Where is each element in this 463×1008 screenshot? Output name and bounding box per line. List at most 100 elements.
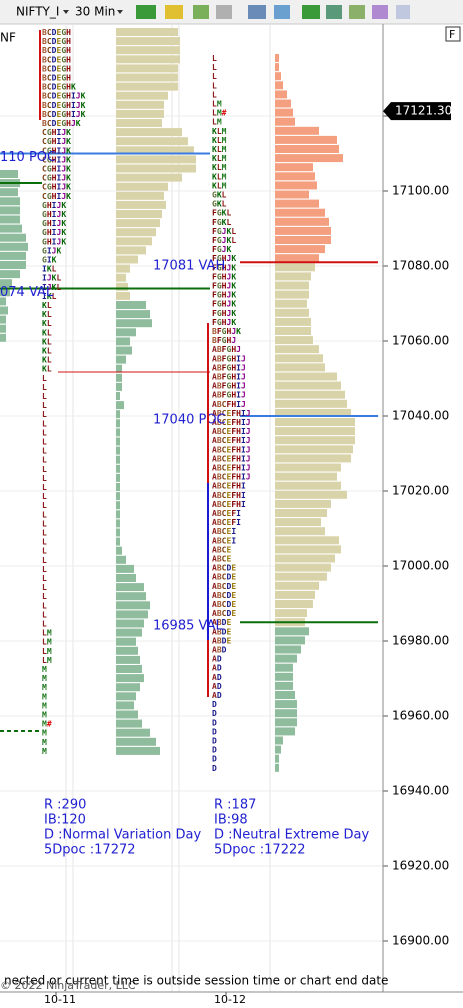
profile-bar	[275, 145, 339, 153]
profile-bar	[275, 463, 341, 472]
profile-bar	[116, 237, 152, 246]
tpo-row: KLM	[212, 181, 227, 190]
profile-bar	[116, 564, 134, 573]
tpo-row: ABCE	[212, 554, 231, 563]
profile-bar	[275, 727, 295, 736]
tpo-row: LM	[212, 99, 222, 108]
tpo-row: ABCDE	[212, 590, 236, 599]
tpo-row: M	[42, 701, 47, 710]
tpo-row: M	[42, 674, 47, 683]
tpo-row: ABCEFHIJ	[212, 463, 251, 472]
panel-button[interactable]	[396, 5, 410, 19]
profile-bar	[275, 536, 339, 545]
tpo-row: KL	[42, 301, 52, 310]
profile-bar	[116, 37, 180, 46]
toolbar-icons	[136, 5, 410, 19]
profile-bar	[116, 73, 178, 82]
tpo-row: ABCEFHI	[212, 499, 246, 508]
profile-bar	[116, 583, 144, 592]
current-price-label: 17121.30	[395, 104, 452, 118]
instrument-dropdown[interactable]	[63, 10, 69, 14]
profile-bar	[116, 200, 166, 209]
profile-bar	[275, 236, 331, 244]
tpo-row: ABFGHIJ	[212, 390, 246, 399]
profile-bar	[275, 126, 319, 135]
tpo-row: AD	[212, 654, 222, 663]
profile-bar	[116, 328, 136, 337]
y-tick-label: 16960.00	[392, 708, 449, 722]
flag[interactable]: F	[449, 28, 455, 41]
profile-bar	[275, 736, 283, 745]
profile-bar	[116, 728, 150, 737]
tpo-row: FGJKL	[212, 226, 236, 235]
profile-bar	[275, 627, 309, 636]
profile-bar	[0, 233, 26, 242]
profile-bar	[116, 692, 136, 701]
tpo-row: KLM	[212, 172, 227, 181]
profile-bar	[116, 228, 156, 237]
tpo-row: L	[42, 528, 47, 537]
profile-bar	[0, 224, 22, 233]
level-label: 110 POC	[0, 150, 56, 165]
tpo-row: FGKL	[212, 208, 231, 217]
draw-tool-button[interactable]	[165, 5, 183, 19]
profile-bar	[0, 197, 20, 206]
profile-bar	[116, 537, 120, 546]
tpo-row: KLM	[212, 145, 227, 154]
profile-bar	[275, 691, 295, 699]
tpo-row: L	[42, 392, 47, 401]
interval-selector[interactable]: 30 Min	[75, 5, 115, 19]
tpo-row: ABCFHIJ	[212, 399, 246, 408]
flag-box[interactable]	[445, 26, 461, 42]
profile-bar	[0, 170, 18, 178]
profile-bar	[116, 674, 144, 683]
profile-bar	[275, 445, 353, 454]
indicators-button[interactable]	[302, 5, 320, 19]
profile-bar	[116, 82, 178, 91]
tpo-row: ABDE	[212, 636, 231, 645]
profile-bar	[116, 710, 138, 719]
tpo-row: FGHJK	[212, 272, 236, 281]
profile-bar	[116, 291, 130, 300]
profile-bar	[116, 373, 122, 382]
profile-bar	[275, 427, 355, 436]
profile-bar	[275, 90, 287, 99]
profile-bar	[116, 464, 120, 473]
profile-bar	[275, 327, 311, 335]
tpo-row: KLM	[212, 126, 227, 135]
pointer-button[interactable]	[248, 5, 266, 19]
tpo-row: L	[42, 473, 47, 482]
tpo-row: ABFGHIJ	[212, 363, 246, 372]
strategies-button[interactable]	[326, 5, 342, 19]
bar-type-button[interactable]	[136, 5, 156, 19]
profile-bar	[275, 354, 323, 363]
profile-bar	[275, 372, 337, 381]
tpo-row: L	[42, 501, 47, 510]
tpo-row: CGHIJK	[42, 173, 71, 182]
profile-bar	[275, 245, 325, 254]
profile-bar	[275, 345, 319, 354]
tpo-row: L	[42, 546, 47, 555]
y-tick-label: 17000.00	[392, 558, 449, 572]
profile-bar	[116, 628, 142, 637]
instrument-selector[interactable]: NIFTY_I	[16, 5, 59, 19]
y-tick-label: 17060.00	[392, 333, 449, 347]
tpo-row: M	[42, 746, 47, 755]
data-box-button[interactable]	[274, 5, 290, 19]
zoom-out-button[interactable]	[216, 5, 232, 19]
tpo-row: LM	[42, 637, 52, 646]
profile-bar	[116, 137, 188, 146]
templates-button[interactable]	[349, 5, 365, 19]
properties-button[interactable]	[372, 5, 388, 19]
profile-bar	[0, 261, 26, 269]
profile-bar	[116, 410, 120, 419]
interval-dropdown[interactable]	[117, 10, 123, 14]
zoom-in-button[interactable]	[193, 5, 209, 19]
profile-bar	[275, 81, 283, 90]
tpo-row: D	[212, 709, 217, 718]
tpo-row: KLM	[212, 135, 227, 144]
profile-bar	[275, 181, 317, 190]
tpo-row: ABFGHIJ	[212, 381, 246, 390]
profile-bar	[116, 683, 140, 692]
